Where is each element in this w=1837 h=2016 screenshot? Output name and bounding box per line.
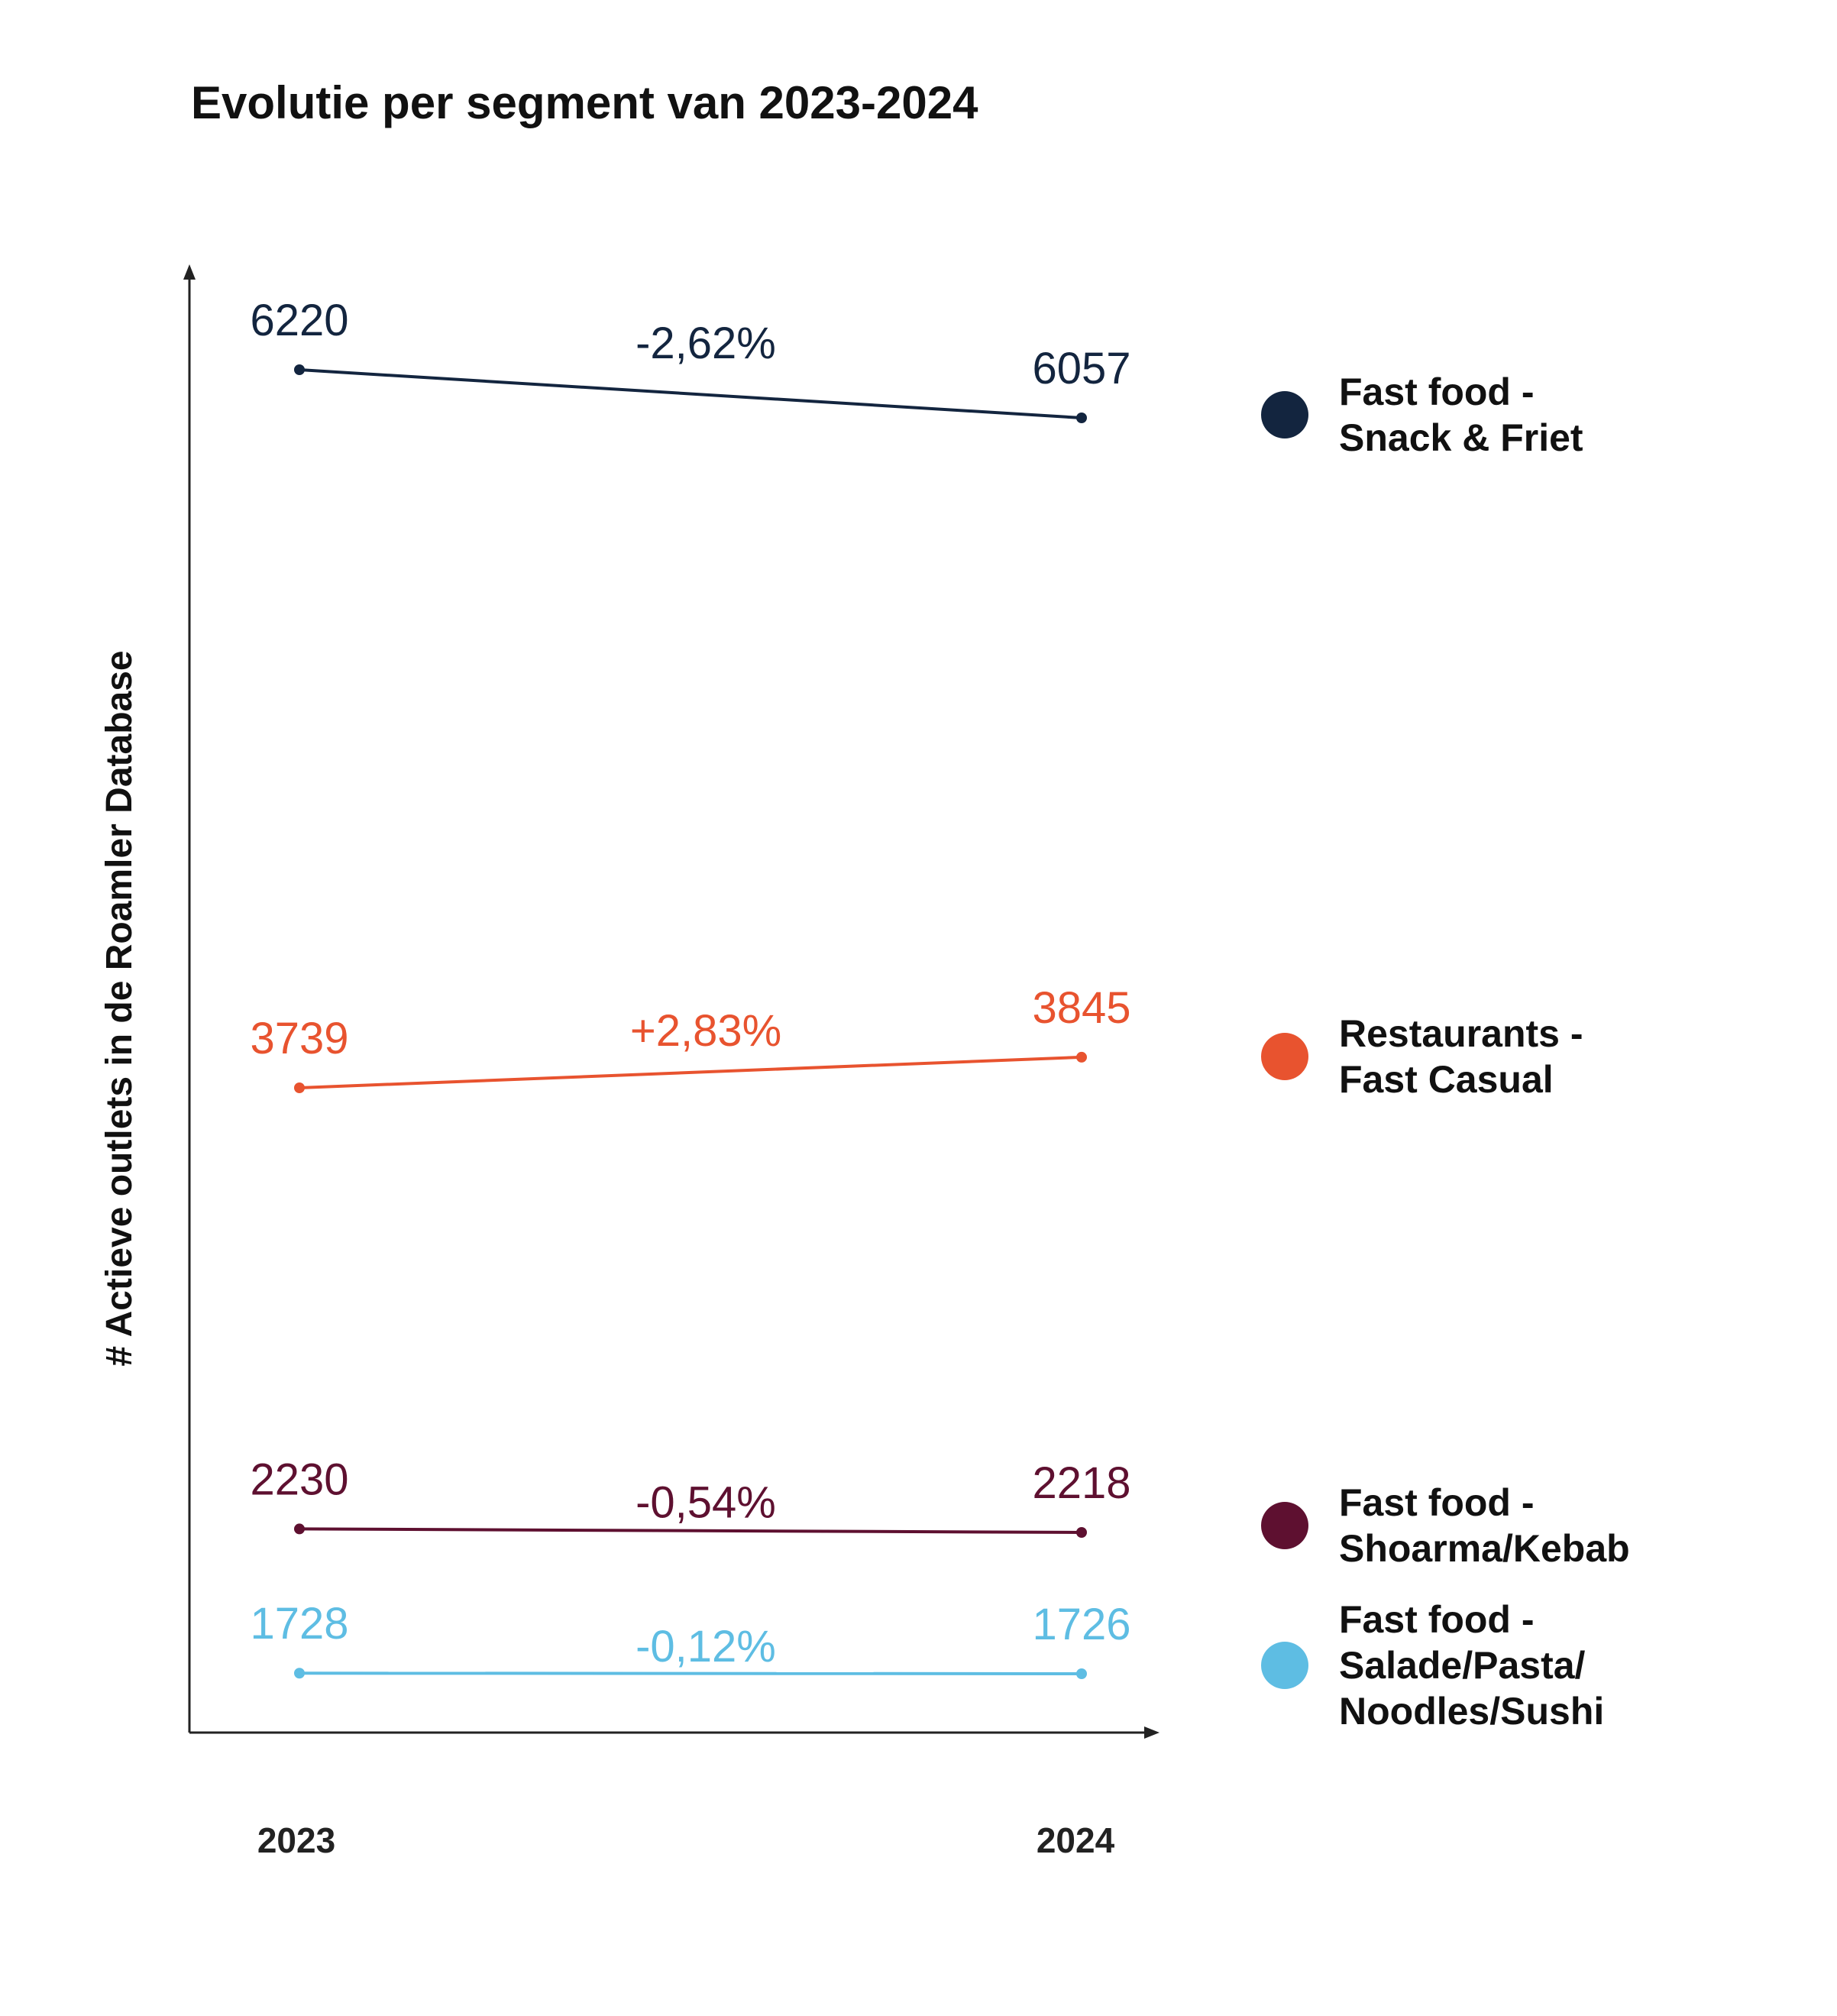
legend-marker-fast-food-snack-friet xyxy=(1261,391,1308,438)
legend-label-fast-food-salade-pasta-noodles-sushi-line-3: Noodles/Sushi xyxy=(1339,1690,1604,1733)
legend-item-fast-food-snack-friet: Fast food -Snack & Friet xyxy=(1261,371,1583,459)
value-label-fast-food-snack-friet-2023: 6220 xyxy=(250,296,348,345)
legend-marker-fast-food-salade-pasta-noodles-sushi xyxy=(1261,1642,1308,1689)
legend-item-fast-food-shoarma-kebab: Fast food -Shoarma/Kebab xyxy=(1261,1481,1630,1570)
data-point-fast-food-shoarma-kebab-2023 xyxy=(294,1523,305,1535)
x-axis xyxy=(189,1726,1159,1739)
data-point-fast-food-salade-pasta-noodles-sushi-2024 xyxy=(1076,1668,1087,1679)
series-restaurants-fast-casual: 3739 3845 +2,83% xyxy=(250,983,1131,1093)
value-label-fast-food-shoarma-kebab-2024: 2218 xyxy=(1032,1458,1130,1508)
change-label-fast-food-snack-friet: -2,62% xyxy=(636,319,776,368)
data-point-fast-food-snack-friet-2024 xyxy=(1076,413,1087,423)
series-fast-food-salade-pasta-noodles-sushi: 1728 1726 -0,12% xyxy=(250,1599,1131,1679)
series-line-fast-food-snack-friet xyxy=(299,368,1082,419)
legend-label-restaurants-fast-casual-line-2: Fast Casual xyxy=(1339,1058,1554,1101)
legend-item-fast-food-salade-pasta-noodles-sushi: Fast food -Salade/Pasta/Noodles/Sushi xyxy=(1261,1598,1604,1733)
series-line-fast-food-shoarma-kebab xyxy=(299,1527,1082,1534)
value-label-fast-food-snack-friet-2024: 6057 xyxy=(1032,344,1130,393)
legend-label-restaurants-fast-casual-line-1: Restaurants - xyxy=(1339,1012,1583,1055)
data-point-fast-food-salade-pasta-noodles-sushi-2023 xyxy=(294,1668,305,1679)
chart-title: Evolutie per segment van 2023-2024 xyxy=(191,77,978,128)
y-axis-label: # Actieve outlets in de Roamler Database xyxy=(99,650,140,1366)
data-point-restaurants-fast-casual-2024 xyxy=(1076,1051,1087,1063)
series-fast-food-snack-friet: 6220 6057 -2,62% xyxy=(250,296,1131,423)
value-label-fast-food-salade-pasta-noodles-sushi-2023: 1728 xyxy=(250,1599,348,1649)
series-line-restaurants-fast-casual xyxy=(299,1055,1082,1089)
series-line-fast-food-salade-pasta-noodles-sushi xyxy=(299,1671,1082,1675)
legend-label-fast-food-shoarma-kebab-line-1: Fast food - xyxy=(1339,1481,1535,1524)
change-label-fast-food-shoarma-kebab: -0,54% xyxy=(636,1477,776,1527)
legend-label-fast-food-salade-pasta-noodles-sushi-line-2: Salade/Pasta/ xyxy=(1339,1644,1586,1687)
legend-marker-restaurants-fast-casual xyxy=(1261,1033,1308,1080)
data-point-restaurants-fast-casual-2023 xyxy=(294,1082,305,1093)
value-label-restaurants-fast-casual-2023: 3739 xyxy=(250,1014,348,1063)
value-label-fast-food-shoarma-kebab-2023: 2230 xyxy=(250,1455,348,1504)
change-label-fast-food-salade-pasta-noodles-sushi: -0,12% xyxy=(636,1622,776,1671)
data-point-fast-food-shoarma-kebab-2024 xyxy=(1076,1527,1087,1538)
value-label-fast-food-salade-pasta-noodles-sushi-2024: 1726 xyxy=(1032,1600,1130,1649)
value-label-restaurants-fast-casual-2024: 3845 xyxy=(1032,983,1130,1033)
legend-marker-fast-food-shoarma-kebab xyxy=(1261,1502,1308,1549)
series-layer: 6220 6057 -2,62% 3739 3845 +2,83% 2230 2218 -0,5… xyxy=(250,296,1131,1679)
data-point-fast-food-snack-friet-2023 xyxy=(294,364,305,375)
change-label-restaurants-fast-casual: +2,83% xyxy=(630,1006,781,1056)
legend-item-restaurants-fast-casual: Restaurants -Fast Casual xyxy=(1261,1012,1583,1101)
y-axis xyxy=(183,264,196,1733)
legend-label-fast-food-shoarma-kebab-line-2: Shoarma/Kebab xyxy=(1339,1527,1630,1570)
legend-label-fast-food-snack-friet-line-2: Snack & Friet xyxy=(1339,416,1583,459)
legend-label-fast-food-salade-pasta-noodles-sushi-line-1: Fast food - xyxy=(1339,1598,1535,1641)
x-tick-2024: 2024 xyxy=(1037,1820,1115,1860)
series-fast-food-shoarma-kebab: 2230 2218 -0,54% xyxy=(250,1455,1131,1538)
x-tick-2023: 2023 xyxy=(257,1820,335,1860)
legend-label-fast-food-snack-friet-line-1: Fast food - xyxy=(1339,371,1535,413)
